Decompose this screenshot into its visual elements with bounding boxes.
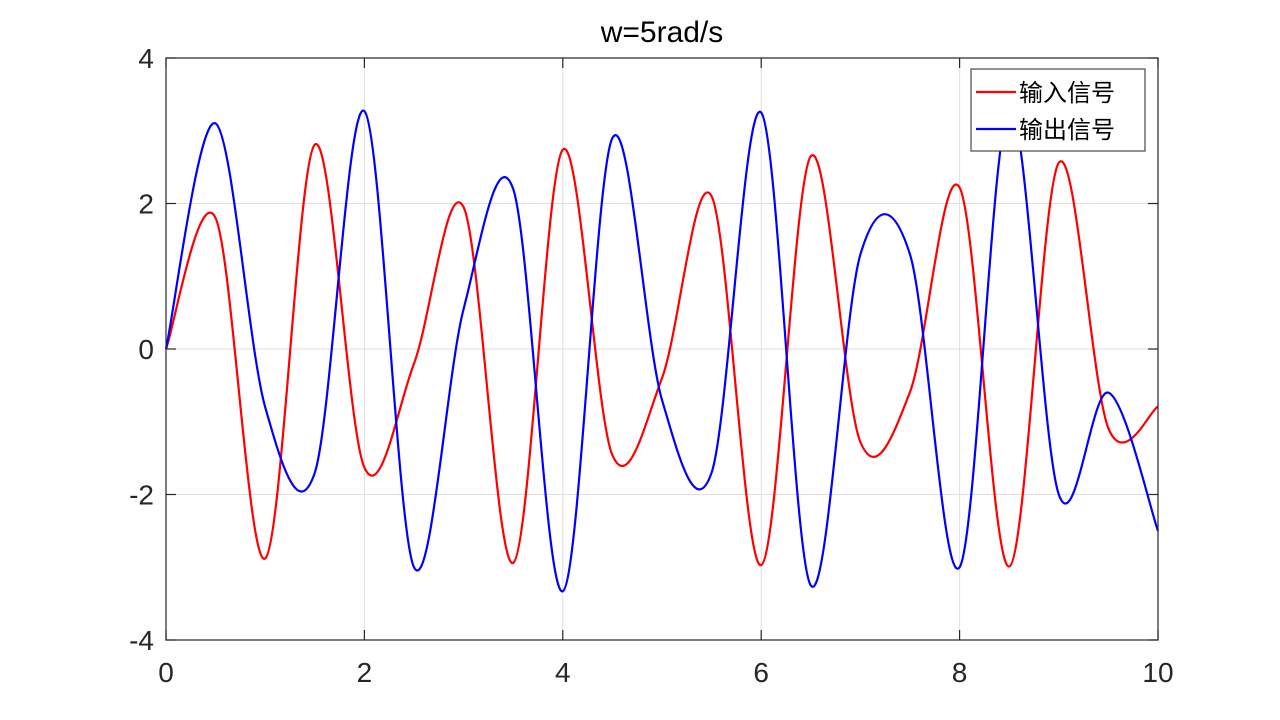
tick-marks bbox=[165, 57, 1159, 641]
legend: 输入信号 输出信号 bbox=[970, 68, 1146, 152]
y-tick-label: -4 bbox=[129, 625, 154, 656]
y-tick-labels: -4 -2 0 2 4 bbox=[129, 43, 154, 656]
series-line-output bbox=[164, 107, 1160, 593]
series-layer bbox=[164, 107, 1160, 593]
x-tick-label: 8 bbox=[952, 657, 968, 688]
x-tick-label: 10 bbox=[1142, 657, 1173, 688]
legend-box bbox=[970, 68, 1146, 152]
x-tick-label: 0 bbox=[158, 657, 174, 688]
series-line-input bbox=[164, 143, 1159, 568]
chart-title: w=5rad/s bbox=[600, 16, 724, 49]
x-tick-label: 6 bbox=[753, 657, 769, 688]
x-tick-labels: 0 2 4 6 8 10 bbox=[158, 657, 1173, 688]
legend-label-input: 输入信号 bbox=[1019, 79, 1115, 107]
y-tick-label: 4 bbox=[138, 43, 154, 74]
legend-label-output: 输出信号 bbox=[1019, 116, 1115, 144]
x-tick-label: 2 bbox=[357, 657, 373, 688]
y-tick-label: 0 bbox=[138, 334, 154, 365]
y-tick-label: 2 bbox=[138, 189, 154, 220]
x-tick-label: 4 bbox=[555, 657, 571, 688]
y-tick-label: -2 bbox=[129, 480, 154, 511]
